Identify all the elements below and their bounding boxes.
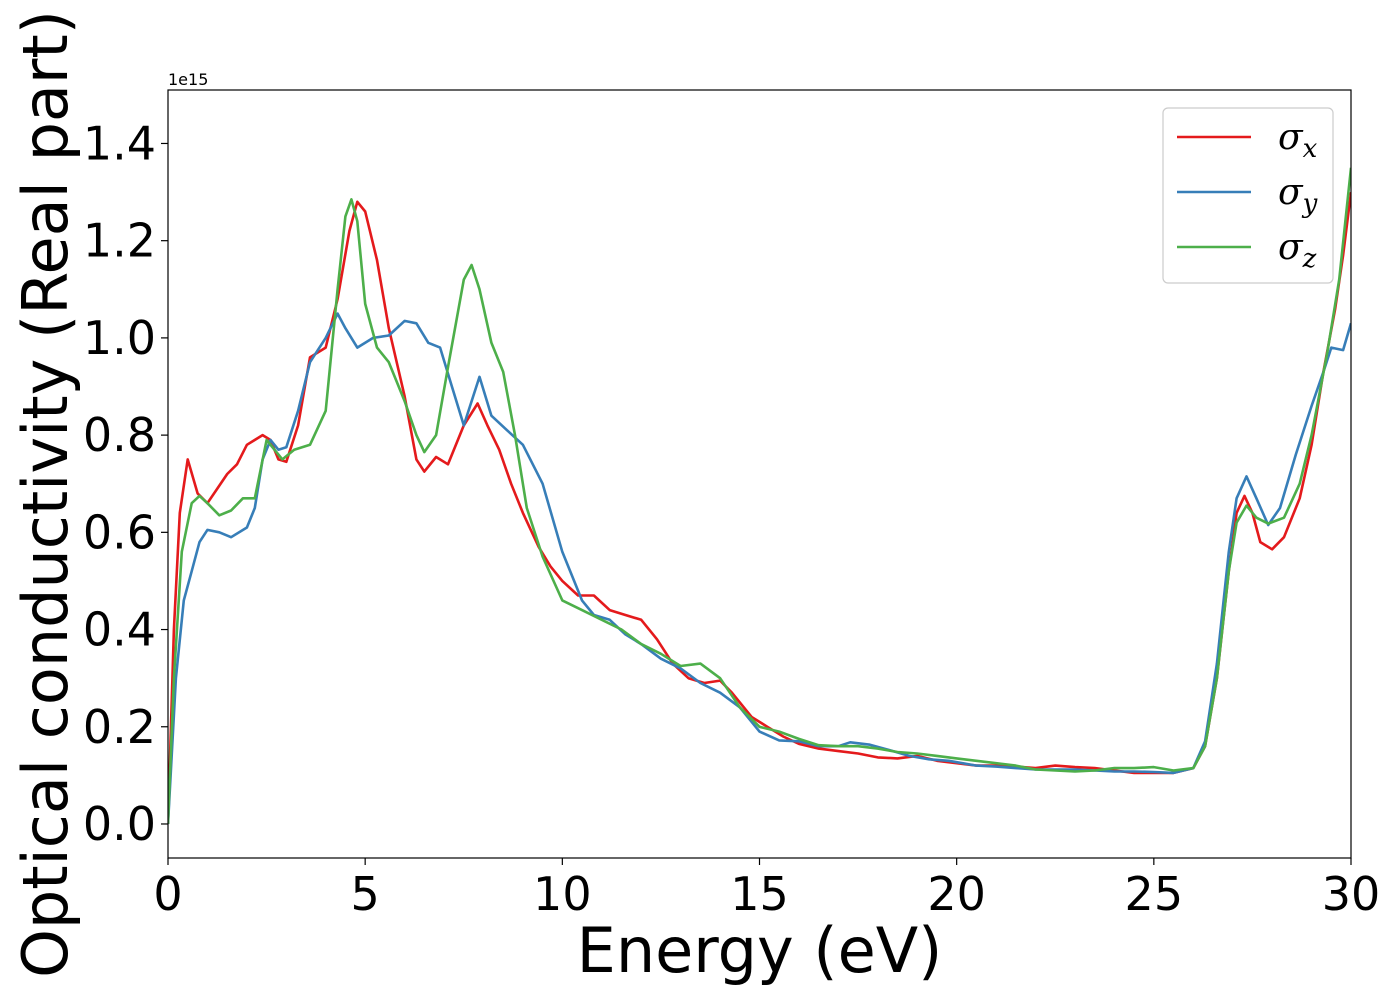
legend-subscript: y — [1302, 189, 1318, 219]
y-tick-label: 1.0 — [83, 311, 156, 365]
y-axis: 0.0 0.2 0.4 0.6 0.8 1.0 1.2 1.4 — [83, 116, 168, 851]
x-tick-label: 25 — [1125, 867, 1184, 921]
y-tick-label: 0.0 — [83, 797, 156, 851]
legend-symbol: σ — [1278, 117, 1304, 158]
y-tick-label: 1.4 — [83, 116, 156, 170]
y-tick-label: 1.2 — [83, 214, 156, 268]
legend-symbol: σ — [1278, 172, 1304, 213]
y-tick-label: 0.6 — [83, 505, 156, 559]
legend-label-x: σx — [1278, 117, 1318, 164]
legend-subscript: z — [1302, 244, 1317, 274]
series-line-y — [168, 312, 1351, 825]
y-offset-label: 1e15 — [168, 70, 208, 89]
x-tick-label: 10 — [533, 867, 592, 921]
x-tick-label: 5 — [351, 867, 380, 921]
legend-label-z: σz — [1278, 227, 1317, 274]
y-tick-label: 0.8 — [83, 408, 156, 462]
x-tick-label: 30 — [1322, 867, 1381, 921]
legend-label-y: σy — [1278, 172, 1318, 219]
x-axis: 0 5 10 15 20 25 30 — [153, 858, 1380, 921]
legend-frame — [1162, 107, 1334, 284]
y-tick-label: 0.2 — [83, 700, 156, 754]
y-axis-title: Optical conductivity (Real part) — [9, 10, 82, 978]
series-line-z — [168, 167, 1351, 825]
x-tick-label: 0 — [153, 867, 182, 921]
x-tick-label: 20 — [927, 867, 986, 921]
plot-lines — [168, 167, 1351, 825]
x-axis-title: Energy (eV) — [577, 914, 943, 987]
legend-symbol: σ — [1278, 227, 1304, 268]
x-tick-label: 15 — [730, 867, 789, 921]
y-tick-label: 0.4 — [83, 603, 156, 657]
legend-subscript: x — [1303, 134, 1318, 164]
